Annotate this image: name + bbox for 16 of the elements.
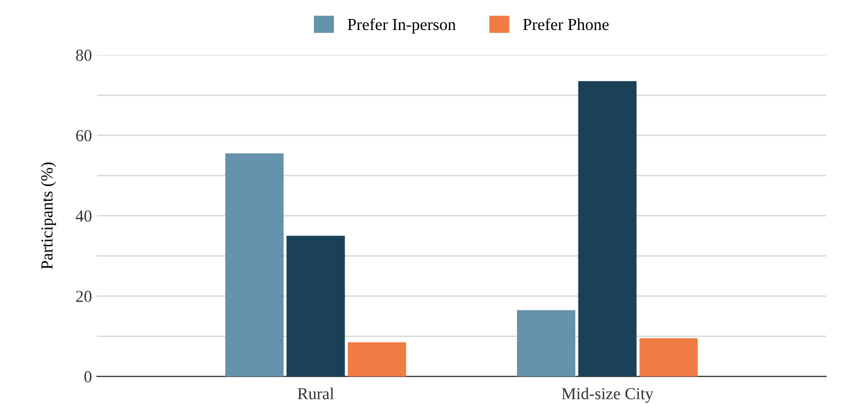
- x-tick-label: Rural: [298, 388, 334, 400]
- bar: [348, 342, 406, 376]
- bar: [516, 310, 576, 376]
- bar: [286, 236, 345, 376]
- y-axis-title: Participants (%): [40, 162, 56, 270]
- bar: [225, 153, 284, 376]
- y-tick-label: 60: [76, 130, 92, 142]
- y-tick-label: 80: [76, 50, 92, 61]
- bar: [639, 338, 698, 376]
- legend-label: Prefer In-person: [348, 18, 456, 34]
- y-tick-label: 40: [76, 210, 92, 222]
- bar: [578, 81, 637, 376]
- legend-label: Prefer Phone: [523, 18, 609, 30]
- y-tick-label: 0: [84, 371, 92, 382]
- x-tick-label: Mid-size City: [562, 388, 654, 403]
- y-tick-label: 20: [76, 290, 92, 302]
